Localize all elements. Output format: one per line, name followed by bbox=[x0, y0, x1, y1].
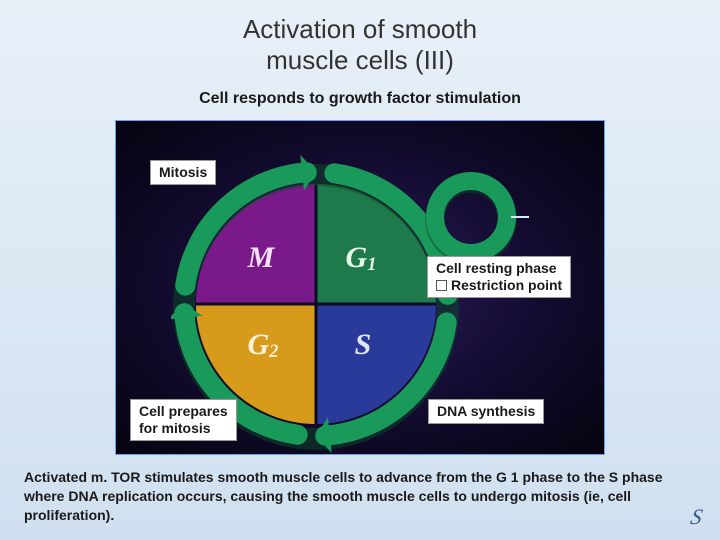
caption-text: Activated m. TOR stimulates smooth muscl… bbox=[24, 468, 690, 525]
phase-wedge-g1 bbox=[316, 184, 436, 304]
page-title: Activation of smooth muscle cells (III) bbox=[0, 0, 720, 76]
annotation-dna-synthesis: DNA synthesis bbox=[428, 399, 544, 424]
restriction-point-marker-icon bbox=[436, 280, 447, 291]
annotation-resting-line2: Restriction point bbox=[451, 277, 562, 293]
annotation-resting-phase: Cell resting phase Restriction point bbox=[427, 256, 571, 298]
subtitle: Cell responds to growth factor stimulati… bbox=[0, 90, 720, 108]
annotation-prepares-mitosis: Cell prepares for mitosis bbox=[130, 399, 237, 441]
phase-label-m: M bbox=[247, 241, 276, 274]
annotation-resting-line1: Cell resting phase bbox=[436, 260, 557, 276]
decorative-swoosh-icon: S bbox=[688, 504, 705, 530]
annotation-mitosis: Mitosis bbox=[150, 160, 216, 185]
phase-label-s: S bbox=[355, 328, 372, 361]
cell-cycle-svg-wrap: G1SG2MG0 bbox=[171, 149, 461, 439]
title-line-1: Activation of smooth bbox=[243, 14, 477, 44]
annotation-prep-line1: Cell prepares bbox=[139, 403, 228, 419]
annotation-prep-line2: for mitosis bbox=[139, 420, 211, 436]
title-line-2: muscle cells (III) bbox=[266, 45, 454, 75]
